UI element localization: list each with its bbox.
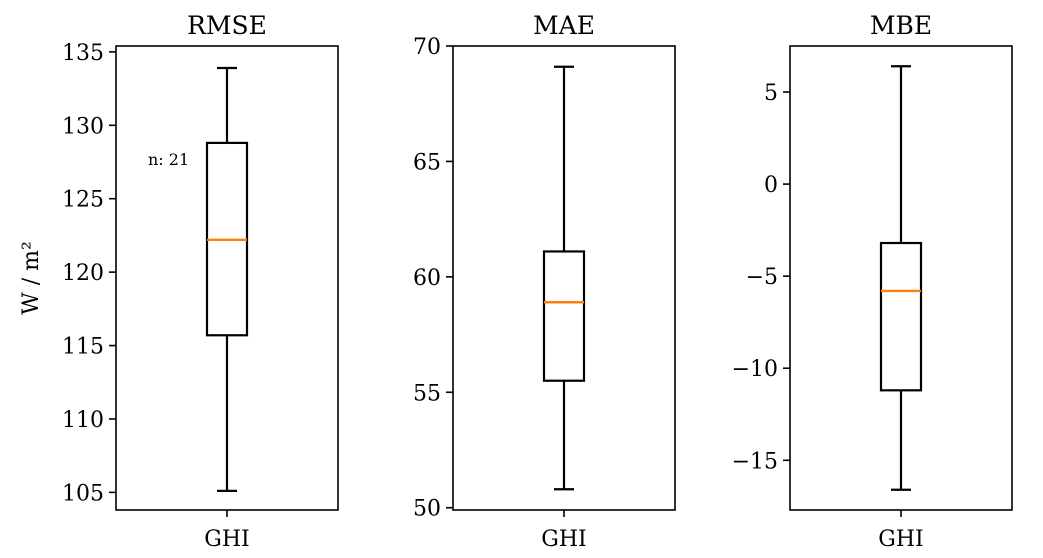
iqr-box xyxy=(879,241,923,392)
iqr-box xyxy=(542,250,586,382)
y-tick-label: −5 xyxy=(746,265,778,290)
y-tick-label: −15 xyxy=(732,449,778,474)
y-tick-label: 125 xyxy=(62,188,104,213)
y-tick-label: 0 xyxy=(764,173,778,198)
subplot-title: RMSE xyxy=(187,11,267,40)
y-tick-label: 135 xyxy=(62,41,104,66)
sample-count-annotation: n: 21 xyxy=(148,150,189,169)
subplot-rmse: RMSE 105 110 115 120 125 130 135 GHI W / m² n: 21 xyxy=(19,11,339,552)
y-tick-label: 70 xyxy=(413,35,441,60)
y-tick-label: −10 xyxy=(732,357,778,382)
y-tick-label: 55 xyxy=(413,381,441,406)
x-tick-label: GHI xyxy=(204,527,249,552)
y-tick-label: 110 xyxy=(62,408,104,433)
x-tick-label: GHI xyxy=(878,527,923,552)
subplot-mbe: MBE −15 −10 −5 0 5 GHI xyxy=(732,11,1013,552)
y-tick-label: 130 xyxy=(62,114,104,139)
y-tick-label: 120 xyxy=(62,261,104,286)
y-tick-label: 5 xyxy=(764,81,778,106)
y-tick-label: 65 xyxy=(413,150,441,175)
subplot-title: MAE xyxy=(533,11,595,40)
y-axis-label: W / m² xyxy=(19,241,44,315)
x-tick-label: GHI xyxy=(541,527,586,552)
y-tick-label: 115 xyxy=(62,335,104,360)
subplot-title: MBE xyxy=(870,11,932,40)
y-tick-label: 105 xyxy=(62,481,104,506)
y-tick-label: 50 xyxy=(413,497,441,522)
subplot-mae: MAE 50 55 60 65 70 GHI xyxy=(413,11,676,552)
y-tick-label: 60 xyxy=(413,266,441,291)
